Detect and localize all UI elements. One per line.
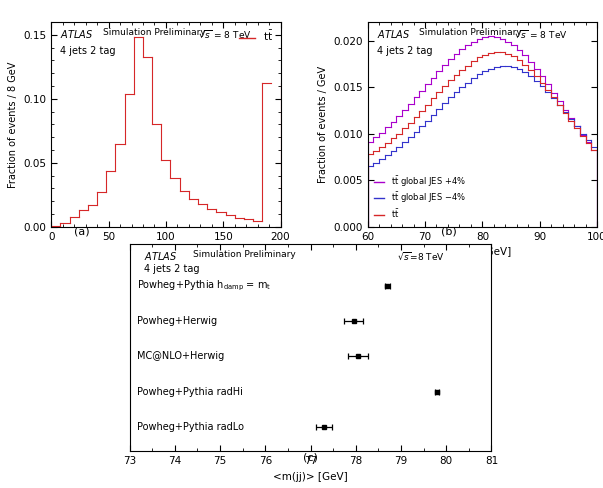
Text: (a): (a)	[74, 227, 89, 237]
Text: Simulation Preliminary: Simulation Preliminary	[103, 28, 206, 37]
Text: 4 jets 2 tag: 4 jets 2 tag	[144, 264, 200, 274]
Text: Powheg+Pythia radHi: Powheg+Pythia radHi	[137, 386, 243, 397]
Legend: t$\bar{\mathrm{t}}$: t$\bar{\mathrm{t}}$	[235, 25, 277, 47]
X-axis label: m(jj) [GeV]: m(jj) [GeV]	[137, 247, 195, 257]
Text: Simulation Preliminary: Simulation Preliminary	[193, 250, 295, 259]
X-axis label: m(jj) [GeV]: m(jj) [GeV]	[453, 247, 511, 257]
Text: (c): (c)	[303, 453, 318, 463]
Text: $\sqrt{s}$ = 8 TeV: $\sqrt{s}$ = 8 TeV	[514, 28, 568, 40]
Text: Powheg+Pythia h$_{\mathrm{damp}}$ = m$_{\mathrm{t}}$: Powheg+Pythia h$_{\mathrm{damp}}$ = m$_{…	[137, 279, 271, 293]
Text: 4 jets 2 tag: 4 jets 2 tag	[60, 45, 116, 56]
Text: $\sqrt{s}$ = 8 TeV: $\sqrt{s}$ = 8 TeV	[198, 28, 251, 40]
Text: $\mathit{ATLAS}$: $\mathit{ATLAS}$	[377, 28, 410, 40]
Text: Powheg+Pythia radLo: Powheg+Pythia radLo	[137, 422, 244, 432]
Text: $\mathit{ATLAS}$: $\mathit{ATLAS}$	[144, 250, 177, 262]
Text: $\mathit{ATLAS}$: $\mathit{ATLAS}$	[60, 28, 93, 40]
Text: Powheg+Herwig: Powheg+Herwig	[137, 316, 217, 326]
Text: (b): (b)	[441, 227, 457, 237]
X-axis label: <m(jj)> [GeV]: <m(jj)> [GeV]	[273, 472, 348, 482]
Legend: t$\bar{\mathrm{t}}$ global JES +4%, t$\bar{\mathrm{t}}$ global JES −4%, t$\bar{\: t$\bar{\mathrm{t}}$ global JES +4%, t$\b…	[371, 170, 469, 224]
Y-axis label: Fraction of events / GeV: Fraction of events / GeV	[318, 66, 327, 183]
Text: $\sqrt{s}$=8 TeV: $\sqrt{s}$=8 TeV	[397, 250, 445, 262]
Text: Simulation Preliminary: Simulation Preliminary	[419, 28, 522, 37]
Text: 4 jets 2 tag: 4 jets 2 tag	[377, 45, 432, 56]
Text: MC@NLO+Herwig: MC@NLO+Herwig	[137, 351, 224, 362]
Y-axis label: Fraction of events / 8 GeV: Fraction of events / 8 GeV	[8, 61, 17, 187]
